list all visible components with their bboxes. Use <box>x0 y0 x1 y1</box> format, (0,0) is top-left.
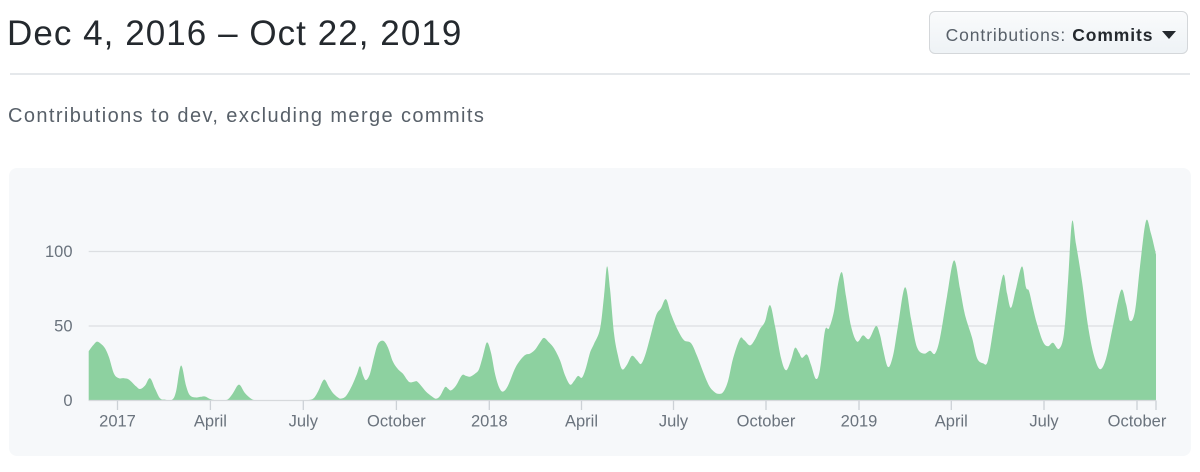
svg-text:2018: 2018 <box>471 413 508 431</box>
svg-text:2017: 2017 <box>99 413 136 431</box>
svg-text:October: October <box>1108 413 1167 431</box>
svg-text:July: July <box>1029 413 1059 431</box>
svg-text:July: July <box>289 413 319 431</box>
svg-text:April: April <box>194 413 227 431</box>
svg-text:July: July <box>659 413 689 431</box>
svg-text:October: October <box>737 413 796 431</box>
svg-text:50: 50 <box>54 318 72 336</box>
svg-text:April: April <box>565 413 598 431</box>
svg-text:100: 100 <box>45 243 73 261</box>
svg-text:2019: 2019 <box>841 413 878 431</box>
svg-text:October: October <box>367 413 426 431</box>
svg-text:April: April <box>935 413 968 431</box>
svg-text:0: 0 <box>63 392 72 410</box>
